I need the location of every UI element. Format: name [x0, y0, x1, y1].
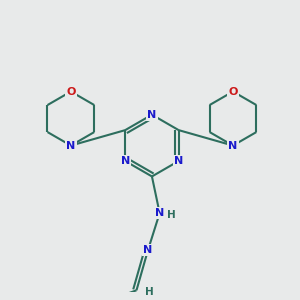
- Text: H: H: [167, 210, 176, 220]
- Text: N: N: [174, 156, 183, 166]
- Text: N: N: [143, 245, 153, 255]
- Text: N: N: [228, 141, 238, 151]
- Text: N: N: [121, 156, 130, 166]
- Text: O: O: [228, 86, 238, 97]
- Text: N: N: [155, 208, 164, 218]
- Text: N: N: [147, 110, 157, 120]
- Text: N: N: [66, 141, 76, 151]
- Text: H: H: [145, 287, 153, 297]
- Text: O: O: [66, 86, 76, 97]
